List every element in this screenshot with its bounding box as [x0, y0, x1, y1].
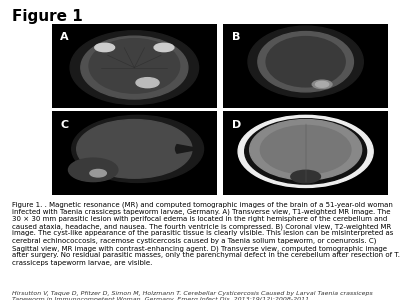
- Ellipse shape: [136, 78, 159, 88]
- Ellipse shape: [312, 80, 332, 88]
- Ellipse shape: [245, 119, 366, 184]
- Ellipse shape: [248, 26, 363, 97]
- Text: C: C: [60, 120, 68, 130]
- Ellipse shape: [81, 36, 188, 99]
- Ellipse shape: [266, 37, 345, 87]
- Text: B: B: [232, 32, 240, 42]
- Ellipse shape: [95, 43, 114, 52]
- Wedge shape: [176, 145, 200, 153]
- Ellipse shape: [68, 158, 118, 181]
- Text: D: D: [232, 120, 241, 130]
- Ellipse shape: [291, 170, 320, 183]
- Ellipse shape: [238, 116, 373, 188]
- Text: Hirsutton V, Taque D, Pfitzer D, Simon M, Holzmann T. Cerebellar Cysticercosis C: Hirsutton V, Taque D, Pfitzer D, Simon M…: [12, 291, 373, 300]
- Ellipse shape: [70, 31, 198, 104]
- Ellipse shape: [72, 116, 204, 182]
- Ellipse shape: [250, 120, 362, 180]
- Text: Figure 1: Figure 1: [12, 9, 83, 24]
- Text: Figure 1. . Magnetic resonance (MR) and computed tomographic images of the brain: Figure 1. . Magnetic resonance (MR) and …: [12, 201, 400, 266]
- Ellipse shape: [258, 32, 354, 92]
- Ellipse shape: [260, 125, 351, 174]
- Ellipse shape: [77, 120, 192, 178]
- Ellipse shape: [89, 39, 180, 93]
- Ellipse shape: [316, 81, 329, 87]
- Text: A: A: [60, 32, 69, 42]
- Ellipse shape: [90, 169, 106, 177]
- Ellipse shape: [154, 43, 174, 52]
